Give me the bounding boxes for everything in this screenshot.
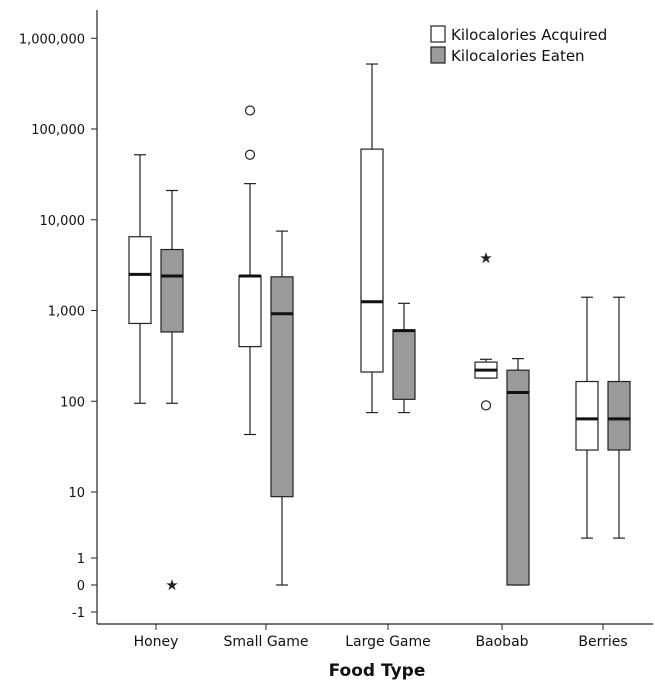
y-tick-label: 1 (77, 552, 85, 567)
legend-swatch (430, 25, 446, 43)
outlier-marks: ★★ (165, 105, 493, 594)
extreme-star: ★ (479, 249, 492, 267)
iqr-box (160, 248, 184, 333)
iqr-box (128, 236, 152, 325)
y-tick-label: 10 (68, 486, 85, 501)
iqr-box (238, 275, 262, 348)
x-axis-title: Food Type (329, 661, 426, 681)
y-tick-label: 100 (60, 395, 85, 410)
y-tick-label: 100,000 (31, 123, 85, 138)
y-tick-label: -1 (72, 606, 85, 621)
x-category-label: Small Game (223, 634, 308, 650)
y-tick-label: 0 (77, 579, 85, 594)
outlier-circle (480, 400, 492, 411)
y-tick-marks (91, 37, 97, 613)
y-tick-label: 1,000,000 (19, 32, 85, 47)
x-category-label: Berries (578, 634, 627, 650)
x-axis-category-labels: Honey Small Game Large Game Baobab Berries (134, 624, 628, 650)
box-acquired (575, 296, 599, 539)
y-tick-label: 1,000 (48, 305, 85, 320)
box-eaten (506, 358, 530, 586)
iqr-box (270, 276, 294, 498)
box-eaten (270, 230, 294, 586)
x-category-label: Honey (134, 634, 179, 650)
iqr-box (506, 369, 530, 586)
iqr-box (607, 380, 631, 451)
iqr-box (360, 148, 384, 373)
box-eaten (392, 302, 416, 414)
box-eaten (607, 296, 631, 539)
outlier-circle (244, 105, 256, 116)
box-acquired (474, 358, 498, 379)
legend-swatch (430, 46, 446, 64)
y-tick-label: 10,000 (40, 214, 86, 229)
outlier-circle (244, 149, 256, 160)
box-acquired (238, 183, 262, 436)
legend-label: Kilocalories Eaten (451, 47, 585, 65)
box-plots (128, 63, 631, 586)
extreme-star: ★ (165, 576, 178, 594)
x-category-label: Baobab (475, 634, 528, 650)
iqr-box (575, 380, 599, 451)
legend: Kilocalories Acquired Kilocalories Eaten (430, 25, 607, 65)
legend-label: Kilocalories Acquired (451, 26, 607, 44)
box-acquired (360, 63, 384, 414)
box-acquired (128, 154, 152, 404)
x-category-label: Large Game (345, 634, 431, 650)
box-eaten (160, 189, 184, 404)
iqr-box (392, 329, 416, 400)
plot-frame (96, 10, 653, 625)
